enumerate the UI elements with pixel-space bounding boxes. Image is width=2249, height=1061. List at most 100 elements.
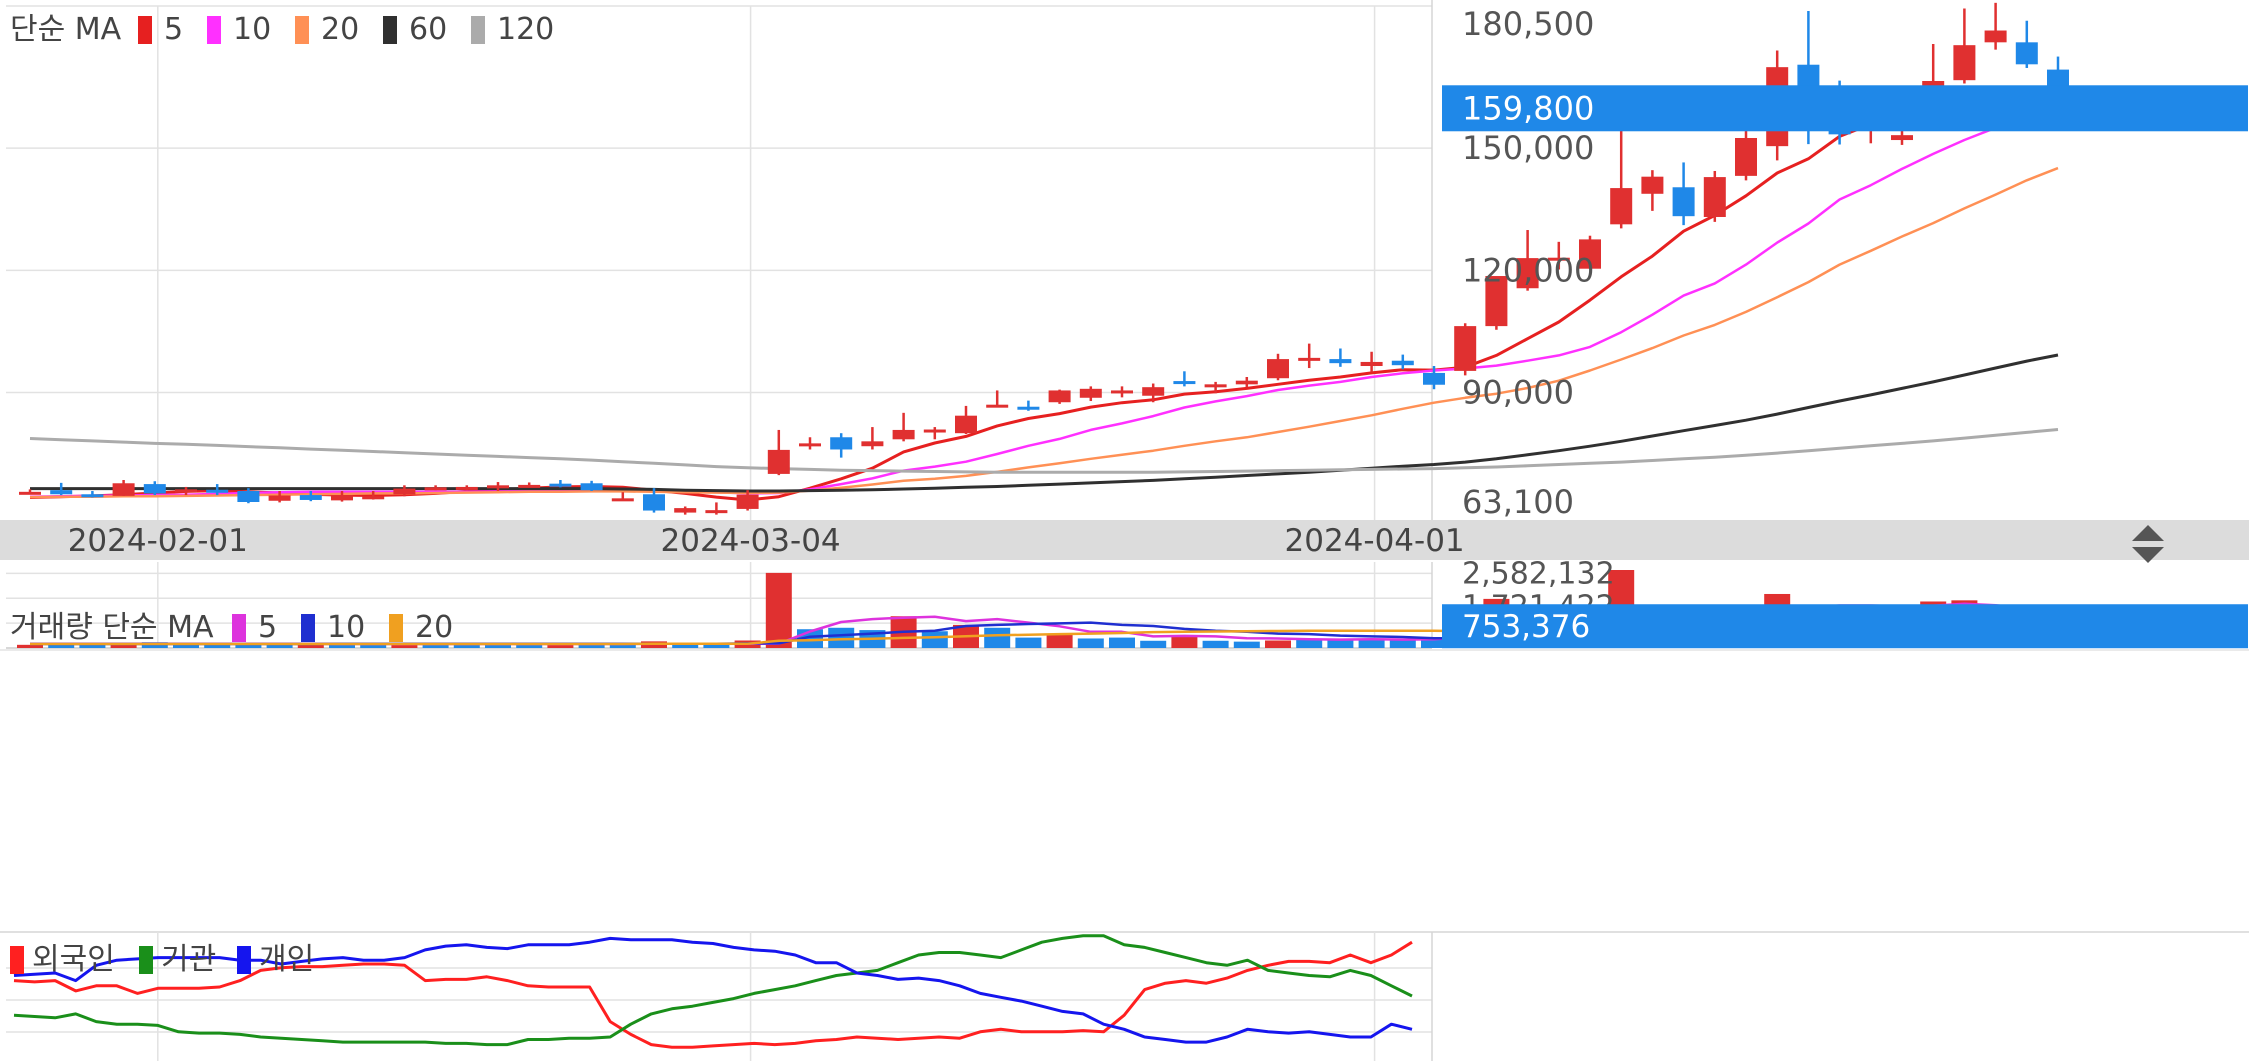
current-price-tag: [1442, 85, 2248, 132]
investor-grid: [0, 649, 2249, 1061]
volume-bar: [984, 627, 1011, 648]
candle-body: [112, 483, 135, 496]
candle-body: [1267, 359, 1289, 379]
price-legend-item: 60: [409, 12, 447, 47]
legend-swatch: [139, 946, 153, 974]
volume-bar: [297, 643, 324, 648]
price-tick-label: 90,000: [1462, 373, 1574, 411]
candle-body: [1610, 188, 1633, 225]
volume-bar: [17, 644, 43, 648]
candle-body: [1173, 381, 1196, 385]
candle-body: [143, 484, 166, 494]
volume-bar: [1046, 634, 1073, 648]
candle-body: [518, 484, 541, 488]
resize-handle-icon[interactable]: [2132, 525, 2164, 563]
candle-body: [1735, 138, 1757, 176]
date-bar-bg: [0, 520, 2249, 560]
volume-bar: [672, 643, 699, 648]
volume-bar: [422, 643, 449, 648]
volume-bar: [547, 644, 574, 648]
price-axis: 180,500 150,000 120,000 90,000 63,100 159,800: [1442, 5, 2248, 521]
candle-body: [1298, 357, 1321, 361]
legend-swatch: [232, 614, 246, 642]
candle-body: [1204, 384, 1227, 388]
candle-body: [1360, 361, 1383, 367]
arrow-up-icon: [2132, 525, 2164, 541]
candle-body: [268, 495, 291, 501]
candle-body: [799, 443, 821, 447]
candle-body: [1672, 187, 1695, 217]
candle-body: [331, 495, 353, 501]
legend-swatch: [471, 16, 485, 44]
volume-legend-prefix: 거래량 단순 MA: [10, 610, 214, 645]
candle-body: [1017, 406, 1040, 410]
volume-bar: [173, 643, 199, 648]
candle-body: [2015, 42, 2038, 65]
volume-bar: [578, 643, 605, 648]
date-axis-bar[interactable]: 2024-02-01 2024-03-04 2024-04-01: [0, 520, 2249, 563]
candle-body: [1547, 257, 1570, 261]
volume-bar: [1421, 639, 1447, 648]
legend-swatch: [383, 16, 397, 44]
date-label: 2024-04-01: [1285, 523, 1465, 559]
volume-bar: [1140, 640, 1167, 648]
legend-swatch: [301, 614, 315, 642]
price-tick-label: 63,100: [1462, 483, 1574, 521]
candle-body: [487, 485, 509, 489]
legend-swatch: [10, 946, 24, 974]
candle-body: [1048, 390, 1071, 403]
volume-bar: [204, 643, 231, 648]
arrow-down-icon: [2132, 547, 2164, 563]
candle-body: [549, 483, 572, 487]
volume-bar: [765, 572, 792, 648]
volume-bar: [235, 643, 262, 648]
current-volume-label: 753,376: [1462, 609, 1590, 645]
volume-legend: 거래량 단순 MA 5 10 20: [10, 610, 453, 645]
price-tick-label: 150,000: [1462, 129, 1594, 167]
candle-body: [237, 491, 260, 502]
volume-bar: [703, 643, 730, 648]
volume-bar: [609, 644, 636, 648]
volume-bar: [453, 644, 480, 648]
candle-body: [19, 491, 41, 495]
volume-bar: [1202, 640, 1229, 648]
volume-bar: [1389, 639, 1416, 648]
legend-swatch: [237, 946, 251, 974]
candle-body: [393, 488, 416, 495]
candle-body: [1391, 360, 1414, 366]
investor-line: [13, 940, 1413, 1049]
volume-bar: [266, 643, 293, 648]
volume-bar: [828, 627, 855, 648]
date-label: 2024-03-04: [661, 523, 841, 559]
candle-body: [674, 508, 697, 513]
volume-bar: [48, 644, 75, 648]
candle-body: [1423, 372, 1445, 385]
volume-bar: [1109, 637, 1135, 648]
candle-body: [1111, 390, 1133, 394]
volume-bar: [1358, 639, 1385, 648]
candle-body: [424, 487, 447, 491]
investor-legend-item: 외국인: [32, 942, 115, 977]
investor-line: [13, 934, 1413, 1047]
price-legend-item: 10: [233, 12, 271, 47]
volume-grid: [6, 562, 1433, 649]
volume-bar: [1296, 638, 1323, 648]
volume-bar: [921, 631, 948, 648]
price-legend: 단순 MA 5 10 20 60 120: [10, 12, 554, 47]
legend-swatch: [389, 614, 403, 642]
legend-swatch: [138, 16, 152, 44]
volume-bar: [1015, 637, 1042, 648]
volume-bar: [1327, 639, 1354, 648]
candle-body: [611, 498, 634, 502]
volume-bar: [1265, 640, 1291, 648]
candle-body: [175, 489, 197, 493]
investor-line: [13, 936, 1413, 1044]
price-legend-item: 20: [321, 12, 359, 47]
candle-body: [1579, 239, 1601, 269]
volume-legend-item: 20: [415, 610, 453, 645]
volume-bar: [329, 643, 355, 648]
legend-swatch: [295, 16, 309, 44]
candle-body: [1329, 359, 1352, 364]
ma-line-120: [29, 428, 2059, 474]
